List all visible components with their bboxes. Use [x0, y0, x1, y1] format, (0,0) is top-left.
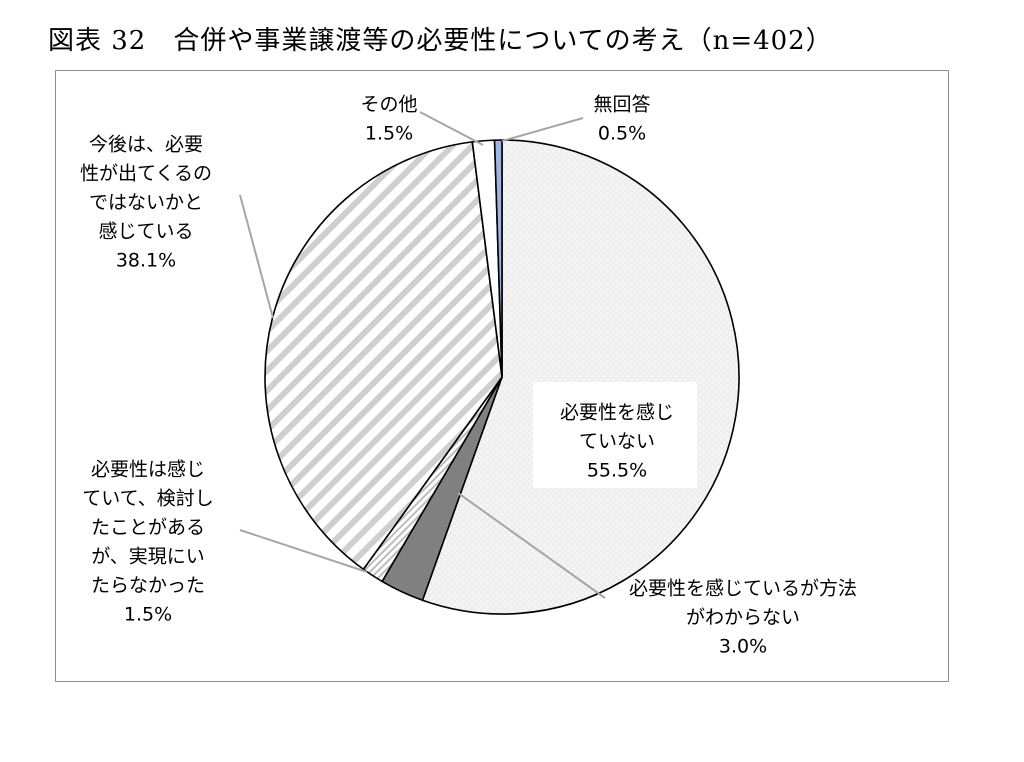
slice-category-label-2: が、実現にい: [91, 546, 205, 568]
slice-category-label-3: 感じている: [98, 221, 193, 243]
slice-value-label-3: 38.1%: [116, 250, 176, 272]
slice-category-label-0: 必要性を感じ: [560, 402, 674, 424]
pie-slice-3: [264, 141, 503, 571]
leader-line-2: [239, 529, 368, 573]
slice-category-label-2: ていて、検討し: [82, 488, 213, 510]
slice-category-label-1: 必要性を感じているが方法: [629, 578, 857, 600]
leader-line-3: [239, 194, 274, 319]
slice-value-label-4: 1.5%: [365, 123, 413, 145]
slice-category-label-4: その他: [360, 94, 417, 116]
leader-line-4: [419, 111, 484, 146]
slice-category-label-3: 性が出てくるの: [80, 163, 212, 185]
slice-value-label-1: 3.0%: [719, 636, 767, 658]
slice-category-label-2: たことがある: [91, 517, 205, 539]
leader-line-5: [501, 117, 584, 142]
slice-category-label-0: ていない: [579, 431, 655, 453]
chart-title: 図表 32 合併や事業譲渡等の必要性についての考え（n=402）: [48, 26, 833, 56]
slice-category-label-3: ではないかと: [89, 192, 203, 214]
pie-slice-0: [421, 139, 740, 615]
slice-category-label-3: 今後は、必要: [89, 134, 203, 156]
leader-line-1: [457, 492, 606, 599]
slice-label-background-0: [533, 382, 697, 488]
slice-value-label-5: 0.5%: [598, 123, 646, 145]
slice-category-label-2: 必要性は感じ: [91, 459, 205, 481]
slice-category-label-2: たらなかった: [91, 575, 205, 597]
chart-frame: [55, 70, 949, 682]
slice-category-label-5: 無回答: [593, 94, 650, 116]
slice-value-label-0: 55.5%: [587, 460, 647, 482]
slice-value-label-2: 1.5%: [124, 604, 172, 626]
slice-category-label-1: がわからない: [686, 607, 800, 629]
